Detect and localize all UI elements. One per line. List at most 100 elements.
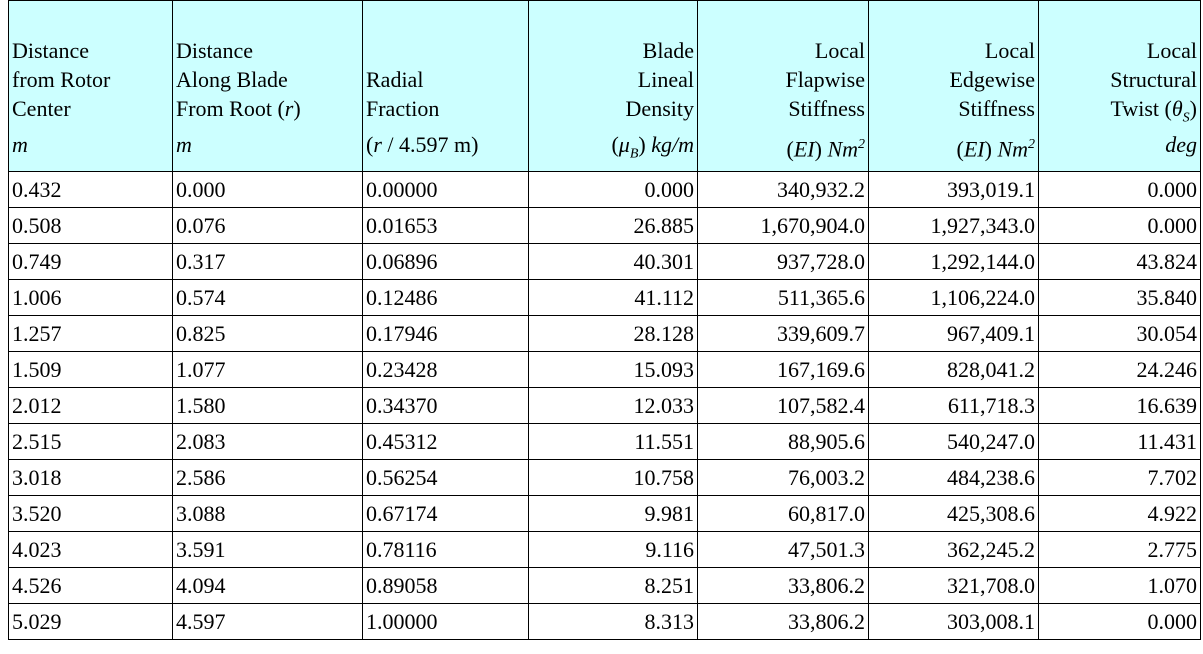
header-line: Lineal [637,67,694,92]
header-cell: Radial Fraction (r / 4.597 m) [362,0,529,172]
header-line: Flapwise [785,67,865,92]
data-cell: 11.431 [1038,423,1201,460]
data-cell: 16.639 [1038,387,1201,424]
data-cell: 0.00000 [362,171,529,208]
data-cell: 1.077 [172,351,363,388]
data-cell: 4.023 [8,531,173,568]
header-line: Twist (θS) [1110,96,1197,126]
data-row: 0.508 0.076 0.01653 26.885 1,670,904.0 1,927,… [8,207,1201,244]
header-line: Along Blade [176,67,288,92]
data-cell: 362,245.2 [868,531,1039,568]
header-cell: Local Flapwise Stiffness (EI) Nm2 [697,0,869,172]
header-line: Stiffness [958,96,1035,121]
data-cell: 11.551 [528,423,698,460]
data-cell: 4.526 [8,567,173,604]
data-cell: 0.749 [8,243,173,280]
data-cell: 1,670,904.0 [697,207,869,244]
data-cell: 0.45312 [362,423,529,460]
data-cell: 340,932.2 [697,171,869,208]
data-row: 3.520 3.088 0.67174 9.981 60,817.0 425,308.6 4… [8,495,1201,532]
header-line: Fraction [366,96,440,121]
data-cell: 1.006 [8,279,173,316]
unit: m [176,132,192,157]
data-cell: 167,169.6 [697,351,869,388]
data-cell: 15.093 [528,351,698,388]
header-line: Center [12,96,71,121]
data-cell: 937,728.0 [697,243,869,280]
data-row: 4.023 3.591 0.78116 9.116 47,501.3 362,245.2 2… [8,531,1201,568]
header-cell: Distance Along Blade From Root (r) m [172,0,363,172]
data-cell: 0.000 [1038,207,1201,244]
header-cell: Blade Lineal Density (μB) kg/m [528,0,698,172]
header-line: Distance [176,38,253,63]
data-cell: 0.432 [8,171,173,208]
header-line: From Root (r) [176,96,301,121]
data-cell: 60,817.0 [697,495,869,532]
data-cell: 4.597 [172,603,363,640]
header-cell: Local Edgewise Stiffness (EI) Nm2 [868,0,1039,172]
header-line: Local [1146,38,1197,63]
data-cell: 2.083 [172,423,363,460]
data-row: 0.749 0.317 0.06896 40.301 937,728.0 1,292,14… [8,243,1201,280]
data-cell: 9.981 [528,495,698,532]
data-cell: 321,708.0 [868,567,1039,604]
header-cell: Distance from Rotor Center m [8,0,173,172]
data-cell: 967,409.1 [868,315,1039,352]
data-cell: 828,041.2 [868,351,1039,388]
data-row: 1.006 0.574 0.12486 41.112 511,365.6 1,106,22… [8,279,1201,316]
data-cell: 0.12486 [362,279,529,316]
data-cell: 2.775 [1038,531,1201,568]
data-cell: 33,806.2 [697,567,869,604]
data-cell: 2.012 [8,387,173,424]
data-cell: 0.317 [172,243,363,280]
data-cell: 0.01653 [362,207,529,244]
data-cell: 611,718.3 [868,387,1039,424]
unit: (EI) Nm2 [956,136,1035,162]
data-cell: 3.591 [172,531,363,568]
blade-table: Distance from Rotor Center m Distance Al… [8,0,1201,640]
data-cell: 76,003.2 [697,459,869,496]
header-line: Structural [1110,67,1197,92]
data-cell: 4.094 [172,567,363,604]
data-cell: 1,106,224.0 [868,279,1039,316]
data-row: 2.515 2.083 0.45312 11.551 88,905.6 540,247.0… [8,423,1201,460]
data-cell: 40.301 [528,243,698,280]
data-cell: 8.251 [528,567,698,604]
data-cell: 0.17946 [362,315,529,352]
data-row: 1.257 0.825 0.17946 28.128 339,609.7 967,409.… [8,315,1201,352]
data-cell: 30.054 [1038,315,1201,352]
data-row: 0.432 0.000 0.00000 0.000 340,932.2 393,019.1… [8,171,1201,208]
data-cell: 1.257 [8,315,173,352]
data-cell: 47,501.3 [697,531,869,568]
data-cell: 3.088 [172,495,363,532]
data-cell: 2.586 [172,459,363,496]
data-row: 4.526 4.094 0.89058 8.251 33,806.2 321,708.0 1… [8,567,1201,604]
data-cell: 33,806.2 [697,603,869,640]
data-cell: 1.509 [8,351,173,388]
header-cell: Local Structural Twist (θS) deg [1038,0,1201,172]
data-cell: 540,247.0 [868,423,1039,460]
data-cell: 0.000 [528,171,698,208]
data-cell: 0.076 [172,207,363,244]
header-line: Stiffness [788,96,865,121]
header-line: Local [814,38,865,63]
table-body: 0.432 0.000 0.00000 0.000 340,932.2 393,019.1… [8,171,1201,640]
data-cell: 0.67174 [362,495,529,532]
data-cell: 0.825 [172,315,363,352]
data-cell: 7.702 [1038,459,1201,496]
data-cell: 4.922 [1038,495,1201,532]
data-cell: 484,238.6 [868,459,1039,496]
data-cell: 10.758 [528,459,698,496]
data-cell: 0.89058 [362,567,529,604]
data-cell: 0.000 [172,171,363,208]
data-cell: 1,927,343.0 [868,207,1039,244]
unit: (r / 4.597 m) [366,132,479,157]
data-cell: 8.313 [528,603,698,640]
data-cell: 511,365.6 [697,279,869,316]
data-cell: 43.824 [1038,243,1201,280]
data-row: 1.509 1.077 0.23428 15.093 167,169.6 828,041.… [8,351,1201,388]
data-cell: 35.840 [1038,279,1201,316]
data-row: 5.029 4.597 1.00000 8.313 33,806.2 303,008.1 0… [8,603,1201,640]
data-cell: 1.00000 [362,603,529,640]
